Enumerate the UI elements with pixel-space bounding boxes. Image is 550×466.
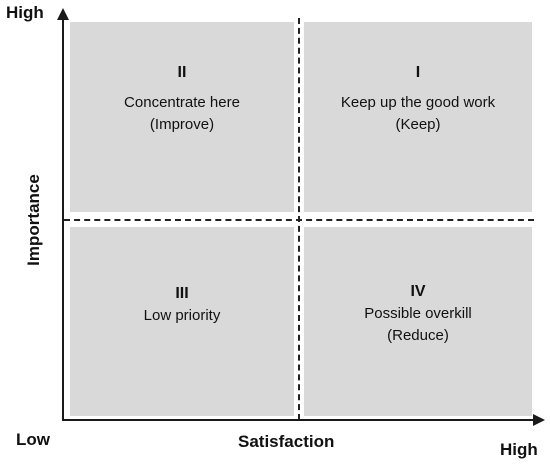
x-axis-line <box>62 419 534 421</box>
quadrant-i-action: (Keep) <box>395 116 441 133</box>
y-axis-line <box>62 14 64 421</box>
horizontal-divider <box>64 219 534 221</box>
quadrant-iv-number: IV <box>410 283 426 300</box>
x-axis-title: Satisfaction <box>238 432 335 451</box>
quadrant-iv: IV Possible overkill (Reduce) <box>304 227 532 416</box>
quadrant-ii-title: Concentrate here <box>124 94 240 111</box>
quadrant-ii: II Concentrate here (Improve) <box>70 22 294 212</box>
quadrant-ii-number: II <box>177 64 187 81</box>
quadrant-i: I Keep up the good work (Keep) <box>304 22 532 212</box>
quadrant-iv-title: Possible overkill <box>364 305 472 322</box>
quadrant-iii: III Low priority <box>70 227 294 416</box>
quadrant-i-number: I <box>415 64 421 81</box>
quadrant-i-title: Keep up the good work <box>340 94 496 111</box>
y-axis-arrow-icon <box>57 8 69 20</box>
x-axis-high-label: High <box>500 440 538 459</box>
x-axis-arrow-icon <box>533 414 545 426</box>
y-axis-title: Importance <box>24 174 43 266</box>
origin-low-label: Low <box>16 430 50 449</box>
y-axis-high-label: High <box>6 3 44 22</box>
quadrant-iv-action: (Reduce) <box>387 327 449 344</box>
quadrant-iii-number: III <box>175 285 189 302</box>
quadrant-iii-title: Low priority <box>143 307 221 324</box>
quadrant-ii-action: (Improve) <box>149 116 215 133</box>
